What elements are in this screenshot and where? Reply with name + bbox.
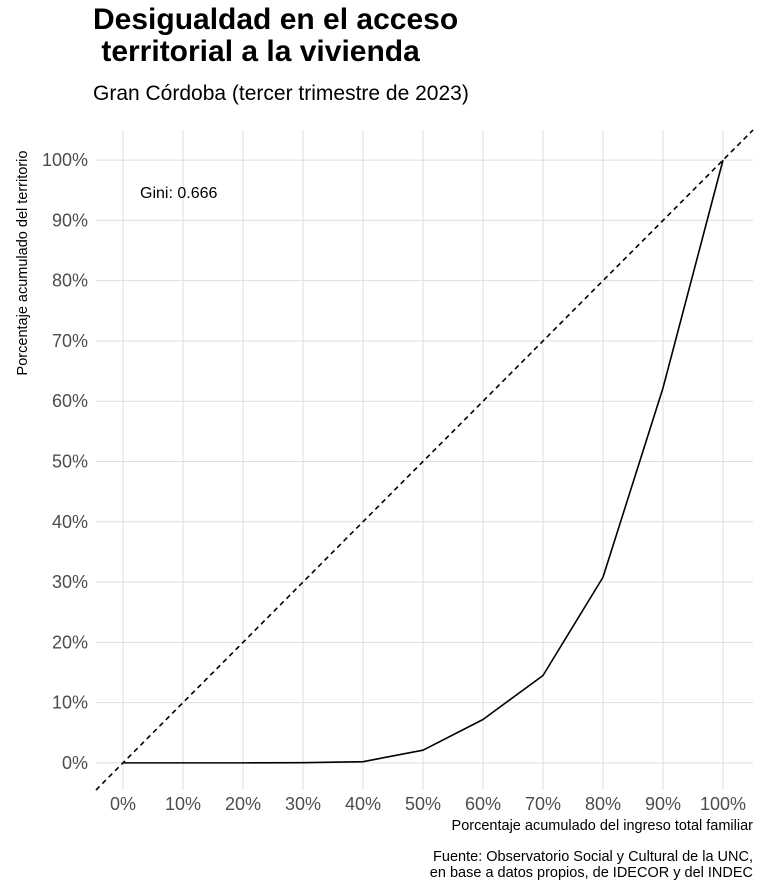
y-tick-label: 10% bbox=[52, 693, 88, 713]
y-axis-title: Porcentaje acumulado del territorio bbox=[15, 151, 31, 376]
x-tick-label: 30% bbox=[285, 794, 321, 814]
x-tick-label: 60% bbox=[465, 794, 501, 814]
y-tick-label: 50% bbox=[52, 452, 88, 472]
lorenz-curve-group bbox=[123, 159, 724, 764]
y-tick-label: 80% bbox=[52, 271, 88, 291]
vertical-gridlines bbox=[122, 130, 724, 790]
horizontal-gridlines bbox=[96, 159, 753, 764]
equality-line-group bbox=[95, 129, 754, 791]
x-tick-label: 90% bbox=[645, 794, 681, 814]
lorenz-curve-line bbox=[123, 159, 724, 764]
chart-subtitle: Gran Córdoba (tercer trimestre de 2023) bbox=[93, 82, 469, 105]
chart-title: Desigualdad en el acceso territorial a l… bbox=[93, 3, 459, 68]
x-tick-label: 50% bbox=[405, 794, 441, 814]
x-tick-label: 70% bbox=[525, 794, 561, 814]
equality-line bbox=[95, 129, 754, 791]
x-axis-title: Porcentaje acumulado del ingreso total f… bbox=[452, 818, 754, 834]
x-tick-label: 20% bbox=[225, 794, 261, 814]
y-tick-label: 30% bbox=[52, 572, 88, 592]
x-tick-labels: 0% 10% 20% 30% 40% 50% 60% 70% 80% 90% 100% bbox=[110, 794, 746, 814]
source-caption: Fuente: Observatorio Social y Cultural d… bbox=[429, 849, 753, 881]
y-tick-label: 90% bbox=[52, 210, 88, 230]
y-tick-labels: 0% 10% 20% 30% 40% 50% 60% 70% 80% 90% 100% bbox=[42, 150, 88, 773]
x-tick-label: 0% bbox=[110, 794, 136, 814]
gini-annotation: Gini: 0.666 bbox=[140, 185, 217, 202]
x-tick-label: 40% bbox=[345, 794, 381, 814]
y-tick-label: 60% bbox=[52, 391, 88, 411]
y-tick-label: 20% bbox=[52, 632, 88, 652]
y-tick-label: 100% bbox=[42, 150, 88, 170]
y-tick-label: 40% bbox=[52, 512, 88, 532]
x-tick-label: 80% bbox=[585, 794, 621, 814]
y-tick-label: 0% bbox=[62, 753, 88, 773]
x-tick-label: 10% bbox=[165, 794, 201, 814]
y-tick-label: 70% bbox=[52, 331, 88, 351]
x-tick-label: 100% bbox=[700, 794, 746, 814]
